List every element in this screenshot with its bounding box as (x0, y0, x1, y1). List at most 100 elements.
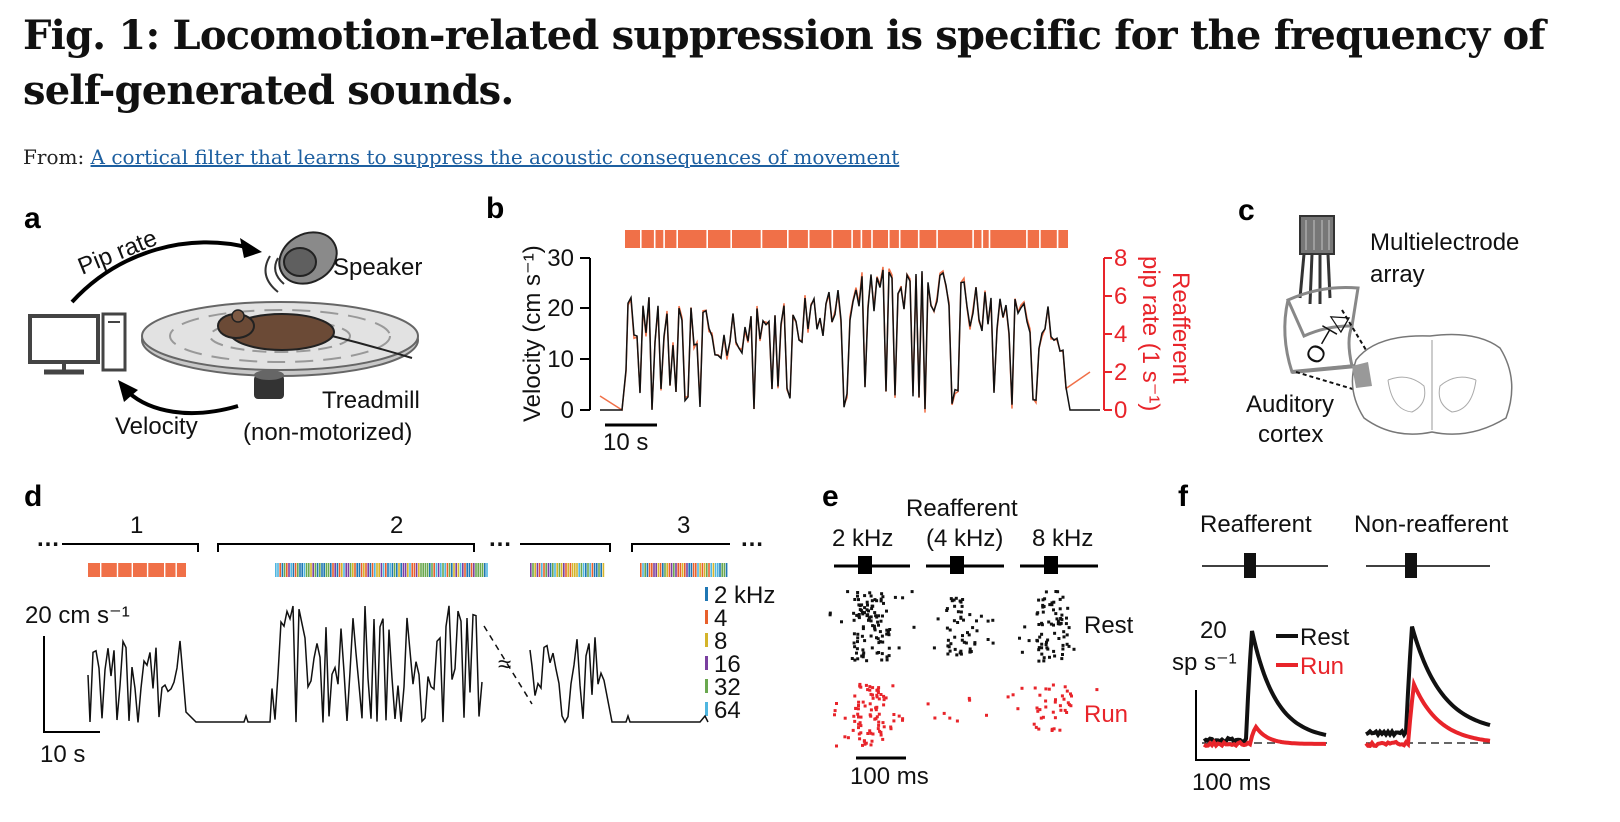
pip-gap (1056, 230, 1059, 248)
spike (863, 639, 867, 643)
freq-tick (301, 563, 303, 577)
spike (1039, 716, 1043, 720)
spike (855, 651, 858, 655)
pip-gap (116, 563, 119, 577)
spike (892, 713, 896, 716)
freq-tick (279, 563, 281, 577)
spike (860, 610, 864, 614)
spike (952, 619, 956, 623)
spike (833, 709, 837, 713)
source-article-link[interactable]: A cortical filter that learns to suppres… (90, 145, 900, 169)
spike (1057, 637, 1061, 640)
freq-tick (451, 563, 453, 577)
spike (1037, 646, 1041, 650)
spike (1027, 639, 1031, 643)
spike (860, 634, 864, 638)
spike (855, 613, 859, 617)
spike (1046, 647, 1050, 651)
ellipsis-2: … (488, 525, 512, 552)
spike (1062, 630, 1066, 634)
spike (933, 716, 937, 720)
freq-tick (541, 563, 543, 577)
freq-tick (646, 563, 649, 577)
freq-tick (325, 563, 328, 577)
pip-rate-axis-label: Reafferent (1167, 272, 1194, 384)
freq-tick (382, 563, 385, 577)
freq-tick (288, 563, 290, 577)
freq-tick (431, 563, 433, 577)
spike (856, 657, 860, 661)
panel-f: f Reafferent Non-reafferent 20 sp s⁻¹ 10… (1172, 480, 1509, 796)
spike (1034, 725, 1038, 729)
freq-tick (330, 563, 332, 577)
freq-tick (415, 563, 418, 577)
auditory-cortex-sublabel: cortex (1258, 421, 1323, 448)
velocity-trace-d (87, 605, 709, 724)
spike (875, 636, 878, 640)
spike (1067, 644, 1071, 648)
spike (1066, 701, 1070, 705)
stimulus-marker-reafferent (1244, 553, 1256, 578)
velocity-arrowhead (118, 380, 138, 402)
spike (871, 624, 875, 628)
freq-label-8khz: 8 kHz (1032, 525, 1093, 552)
spike (869, 615, 873, 619)
spike (860, 603, 864, 607)
panel-c: c Multielectrode array O⊣△ (1238, 194, 1519, 448)
spike (1037, 648, 1041, 652)
freq-tick (688, 563, 690, 577)
freq-tick (459, 563, 462, 577)
spike (901, 596, 905, 600)
freq-tick (591, 563, 594, 577)
freq-tick (347, 563, 350, 577)
from-prefix: From: (23, 145, 85, 169)
freq-tick (666, 563, 668, 577)
neuron-symbol: O⊣△ (1300, 305, 1353, 369)
pip-gap (131, 563, 133, 577)
freq-tick (477, 563, 479, 577)
freq-tick (420, 563, 422, 577)
spike (870, 646, 874, 650)
spike (880, 634, 884, 638)
freq-tick (376, 563, 378, 577)
freq-legend-8: 8 (714, 628, 727, 655)
spike (979, 614, 983, 618)
panel-c-label: c (1238, 194, 1255, 227)
freq-tick (418, 563, 420, 577)
spike (881, 737, 885, 741)
spike (854, 707, 858, 710)
spike (901, 718, 904, 722)
freq-tick (338, 563, 341, 577)
spike (966, 631, 969, 635)
spike (861, 743, 864, 747)
spike (875, 599, 879, 603)
spike (857, 613, 861, 616)
spike (1064, 622, 1068, 626)
freq-tick (563, 563, 565, 577)
freq-tick (343, 563, 345, 577)
freq-tick (536, 563, 539, 577)
stimulus-markers-e (834, 556, 1098, 574)
spike (857, 726, 860, 730)
freq-tick (582, 563, 585, 577)
freq-tick (310, 563, 312, 577)
pip-rate-axis-label-2: pip rate (1 s⁻¹) (1137, 256, 1164, 411)
freq-tick (708, 563, 710, 577)
spike (887, 654, 891, 658)
spike (968, 698, 972, 702)
freq-tick (695, 563, 697, 577)
freq-tick (389, 563, 391, 577)
spike (871, 604, 875, 608)
freq-tick (341, 563, 343, 577)
spike (1037, 598, 1041, 602)
spike (870, 599, 874, 603)
spike (853, 719, 857, 723)
spike (955, 719, 959, 723)
pip-gap (831, 230, 834, 248)
panel-d-scale-bars (43, 636, 100, 733)
spike (863, 594, 867, 598)
spike (889, 725, 893, 729)
spike (1016, 707, 1020, 711)
spike (876, 637, 880, 641)
freq-tick (455, 563, 457, 577)
